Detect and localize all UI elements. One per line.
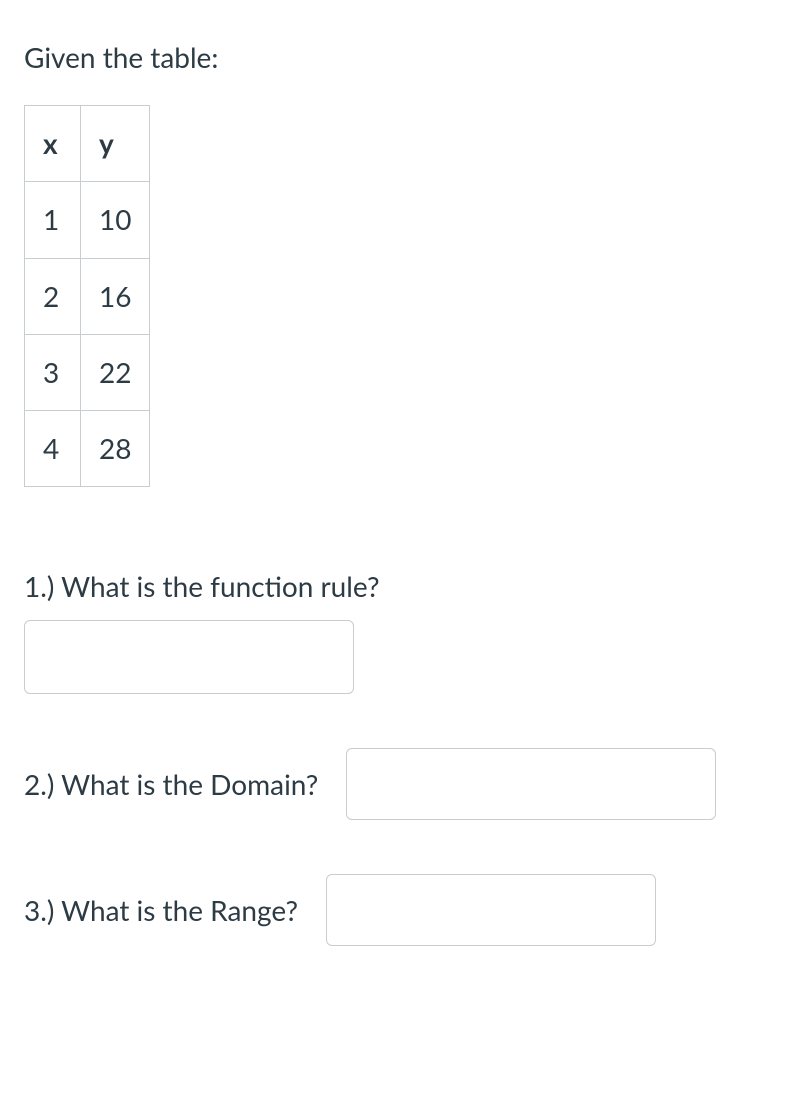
cell-y: 22 [81, 334, 150, 410]
table-row: 3 22 [25, 334, 150, 410]
xy-table: x y 1 10 2 16 3 22 4 28 [24, 105, 150, 487]
cell-y: 28 [81, 410, 150, 486]
cell-x: 1 [25, 182, 81, 258]
question-1: 1.) What is the function rule? [24, 567, 776, 694]
question-2-label: 2.) What is the Domain? [24, 765, 318, 804]
cell-y: 16 [81, 258, 150, 334]
cell-x: 3 [25, 334, 81, 410]
table-row: 4 28 [25, 410, 150, 486]
range-input[interactable] [326, 874, 656, 946]
function-rule-input[interactable] [24, 620, 354, 694]
column-header-x: x [25, 106, 81, 182]
cell-x: 2 [25, 258, 81, 334]
intro-text: Given the table: [24, 38, 776, 77]
table-row: 1 10 [25, 182, 150, 258]
cell-y: 10 [81, 182, 150, 258]
cell-x: 4 [25, 410, 81, 486]
table-row: 2 16 [25, 258, 150, 334]
question-1-label: 1.) What is the function rule? [24, 567, 776, 606]
question-3-label: 3.) What is the Range? [24, 891, 298, 930]
column-header-y: y [81, 106, 150, 182]
question-2: 2.) What is the Domain? [24, 748, 776, 820]
table-header-row: x y [25, 106, 150, 182]
domain-input[interactable] [346, 748, 716, 820]
question-3: 3.) What is the Range? [24, 874, 776, 946]
